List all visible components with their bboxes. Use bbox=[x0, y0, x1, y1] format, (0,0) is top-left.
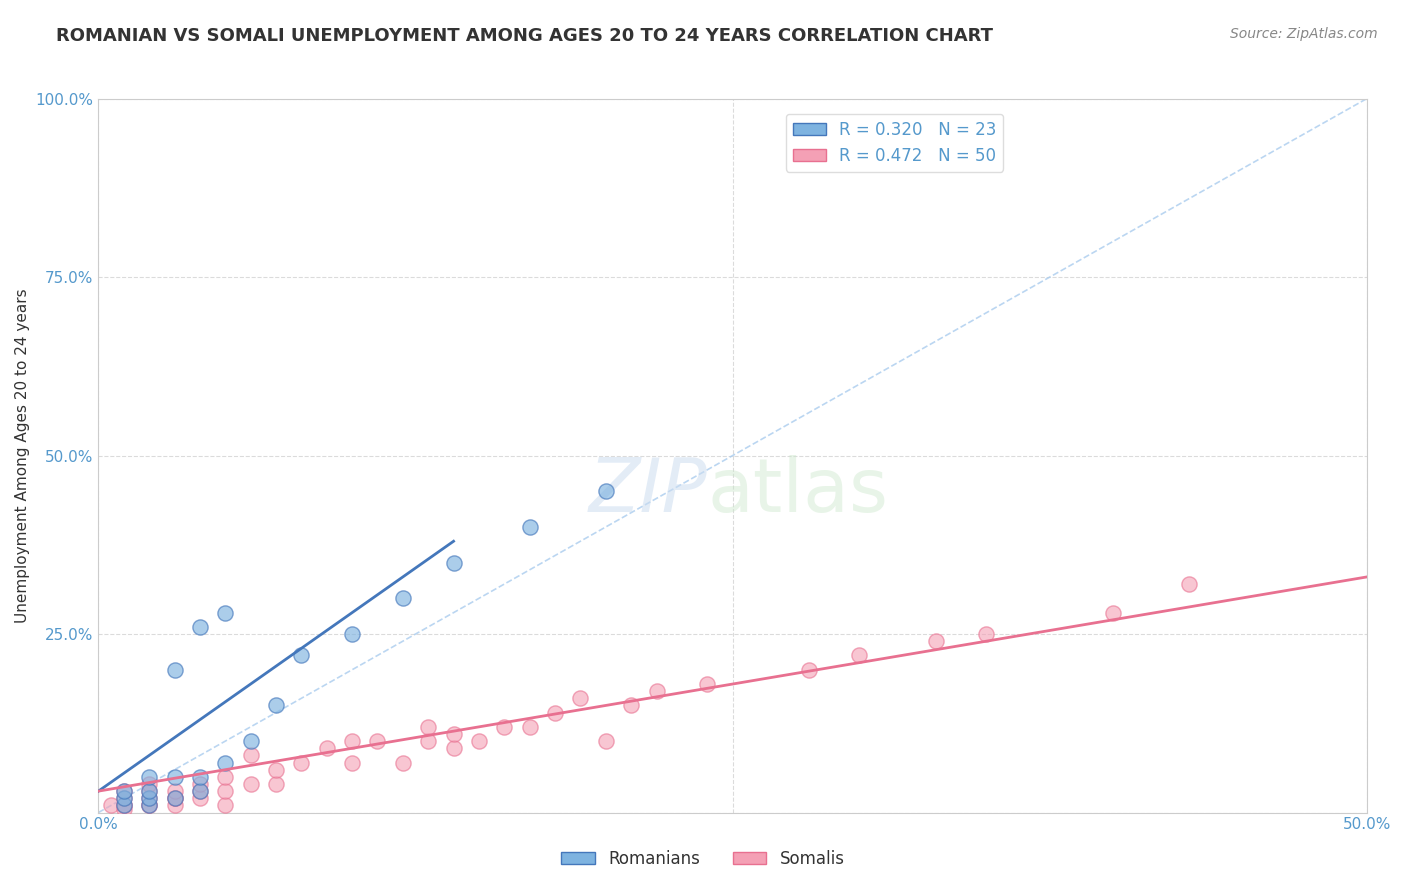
Point bbox=[290, 756, 312, 770]
Point bbox=[138, 798, 160, 813]
Point bbox=[138, 777, 160, 791]
Point bbox=[569, 691, 592, 706]
Point bbox=[797, 663, 820, 677]
Text: ZIP: ZIP bbox=[589, 455, 707, 527]
Point bbox=[100, 798, 122, 813]
Point bbox=[112, 798, 135, 813]
Point bbox=[696, 677, 718, 691]
Point bbox=[239, 734, 262, 748]
Point bbox=[443, 556, 465, 570]
Y-axis label: Unemployment Among Ages 20 to 24 years: Unemployment Among Ages 20 to 24 years bbox=[15, 288, 30, 623]
Point bbox=[340, 756, 363, 770]
Point bbox=[188, 770, 211, 784]
Point bbox=[1178, 577, 1201, 591]
Legend: R = 0.320   N = 23, R = 0.472   N = 50: R = 0.320 N = 23, R = 0.472 N = 50 bbox=[786, 114, 1004, 172]
Point bbox=[494, 720, 516, 734]
Point bbox=[214, 756, 236, 770]
Point bbox=[163, 791, 186, 805]
Point bbox=[418, 734, 440, 748]
Point bbox=[163, 770, 186, 784]
Point bbox=[112, 791, 135, 805]
Point bbox=[188, 777, 211, 791]
Point bbox=[443, 727, 465, 741]
Point bbox=[315, 741, 337, 756]
Point bbox=[443, 741, 465, 756]
Point bbox=[163, 663, 186, 677]
Point bbox=[138, 798, 160, 813]
Point bbox=[214, 798, 236, 813]
Point bbox=[188, 784, 211, 798]
Text: Source: ZipAtlas.com: Source: ZipAtlas.com bbox=[1230, 27, 1378, 41]
Point bbox=[214, 784, 236, 798]
Point bbox=[112, 784, 135, 798]
Point bbox=[163, 791, 186, 805]
Point bbox=[340, 627, 363, 641]
Point bbox=[366, 734, 388, 748]
Point bbox=[1102, 606, 1125, 620]
Point bbox=[595, 484, 617, 499]
Point bbox=[848, 648, 870, 663]
Point bbox=[264, 763, 287, 777]
Point bbox=[112, 798, 135, 813]
Point bbox=[595, 734, 617, 748]
Point bbox=[544, 706, 567, 720]
Point bbox=[214, 770, 236, 784]
Point bbox=[112, 802, 135, 816]
Point bbox=[418, 720, 440, 734]
Text: ROMANIAN VS SOMALI UNEMPLOYMENT AMONG AGES 20 TO 24 YEARS CORRELATION CHART: ROMANIAN VS SOMALI UNEMPLOYMENT AMONG AG… bbox=[56, 27, 993, 45]
Point bbox=[519, 520, 541, 534]
Point bbox=[392, 591, 415, 606]
Point bbox=[239, 748, 262, 763]
Point bbox=[112, 798, 135, 813]
Point bbox=[188, 784, 211, 798]
Point bbox=[264, 698, 287, 713]
Point bbox=[239, 777, 262, 791]
Point bbox=[340, 734, 363, 748]
Point bbox=[163, 798, 186, 813]
Point bbox=[468, 734, 491, 748]
Point bbox=[188, 791, 211, 805]
Point bbox=[924, 634, 946, 648]
Point bbox=[188, 620, 211, 634]
Point bbox=[645, 684, 668, 698]
Point bbox=[138, 791, 160, 805]
Point bbox=[974, 627, 997, 641]
Point bbox=[519, 720, 541, 734]
Point bbox=[264, 777, 287, 791]
Point bbox=[138, 784, 160, 798]
Point bbox=[163, 791, 186, 805]
Point bbox=[112, 791, 135, 805]
Point bbox=[290, 648, 312, 663]
Text: atlas: atlas bbox=[707, 455, 889, 528]
Point bbox=[112, 784, 135, 798]
Point bbox=[138, 798, 160, 813]
Point bbox=[138, 770, 160, 784]
Legend: Romanians, Somalis: Romanians, Somalis bbox=[554, 844, 852, 875]
Point bbox=[620, 698, 643, 713]
Point bbox=[138, 791, 160, 805]
Point bbox=[392, 756, 415, 770]
Point bbox=[214, 606, 236, 620]
Point bbox=[138, 784, 160, 798]
Point bbox=[163, 784, 186, 798]
